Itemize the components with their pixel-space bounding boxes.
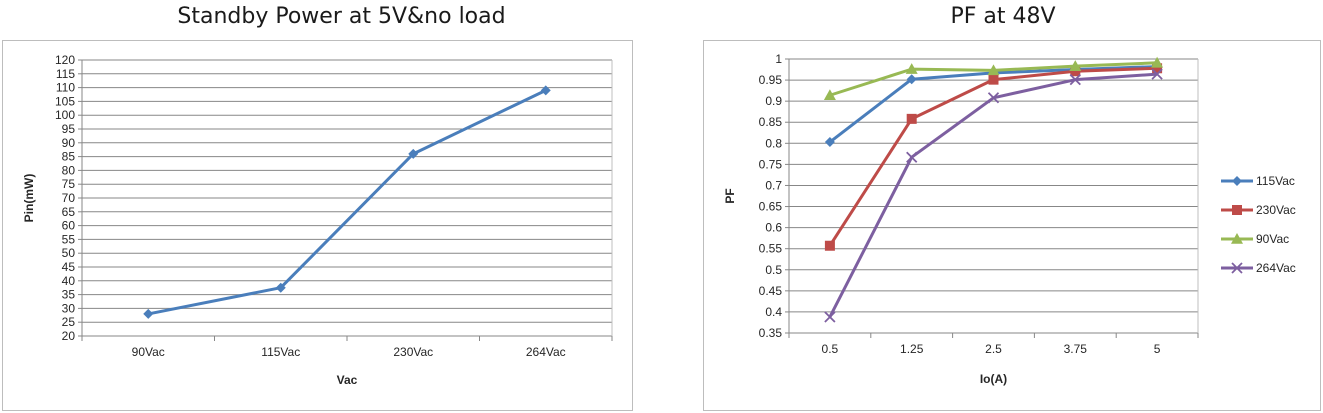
x-tick-label: 115Vac <box>261 345 300 359</box>
x-tick-label: 3.75 <box>1064 342 1088 356</box>
x-tick-label: 0.5 <box>822 342 839 356</box>
marker-stroke <box>1151 68 1163 80</box>
y-tick-label: 0.45 <box>759 284 783 298</box>
y-tick-label: 40 <box>62 274 76 288</box>
y-tick-label: 0.4 <box>765 305 782 319</box>
marker-stroke <box>987 92 1000 104</box>
legend-marker <box>1231 233 1243 244</box>
y-tick-label: 65 <box>62 205 76 219</box>
y-tick-label: 100 <box>55 108 75 122</box>
legend-label: 115Vac <box>1256 174 1295 188</box>
standby-series-line <box>147 89 547 316</box>
pf-data-point-230Vac <box>1152 63 1163 74</box>
y-axis-title: Pin(mW) <box>22 174 36 223</box>
pf-series-line-264Vac <box>828 72 1158 318</box>
y-tick-label: 0.65 <box>759 200 783 214</box>
pf-data-point-264Vac <box>1069 74 1081 86</box>
pf-data-point-230Vac <box>906 113 917 124</box>
y-tick-label: 0.85 <box>759 115 783 129</box>
pf-data-point-230Vac <box>1070 66 1081 77</box>
pf-data-point-264Vac <box>906 151 918 163</box>
pf-data-point-115Vac <box>824 137 835 148</box>
legend-label: 90Vac <box>1256 232 1289 246</box>
x-axis-title: Vac <box>337 373 358 387</box>
legend-marker <box>1232 176 1242 186</box>
x-tick-label: 264Vac <box>526 345 566 359</box>
legend-label: 264Vac <box>1256 261 1296 275</box>
y-tick-label: 35 <box>62 288 76 302</box>
y-tick-label: 110 <box>56 81 75 95</box>
pf-chart: 0.35 0.4 0.45 0.5 0.55 0.6 0.65 0.7 0.75 0.8 0.85 0… <box>703 40 1321 411</box>
y-tick-label: 30 <box>62 301 76 315</box>
y-tick-label: 115 <box>56 67 75 81</box>
y-tick-label: 95 <box>62 122 76 136</box>
pf-data-point-90Vac <box>987 64 1000 76</box>
marker-stroke <box>1231 262 1243 274</box>
y-tick-label: 70 <box>62 191 76 205</box>
pf-plot: 0.350.40.450.50.550.60.650.70.750.80.850… <box>723 52 1296 386</box>
standby-data-point <box>540 85 551 96</box>
standby-power-plot: 2025303540455055606570758085909510010511… <box>22 53 613 387</box>
x-axis-title: Io(A) <box>980 372 1007 386</box>
y-tick-label: 0.6 <box>765 221 782 235</box>
chart-title-standby: Standby Power at 5V&no load <box>177 4 506 29</box>
x-tick-label: 230Vac <box>393 345 433 359</box>
y-tick-label: 0.35 <box>759 326 783 340</box>
pf-data-point-230Vac <box>824 240 835 251</box>
x-tick-label: 1.25 <box>900 342 924 356</box>
y-tick-label: 85 <box>62 150 76 164</box>
x-tick-label: 2.5 <box>985 342 1002 356</box>
pf-data-point-115Vac <box>906 74 917 85</box>
y-tick-label: 90 <box>62 136 76 150</box>
chart-title-pf: PF at 48V <box>950 4 1056 29</box>
y-tick-label: 0.5 <box>765 263 782 277</box>
y-tick-label: 25 <box>62 315 76 329</box>
y-tick-label: 45 <box>62 260 76 274</box>
x-tick-label: 90Vac <box>132 345 165 359</box>
pf-data-point-264Vac <box>1151 68 1163 80</box>
y-axis-title: PF <box>723 188 737 203</box>
y-tick-label: 1 <box>775 52 782 66</box>
standby-data-point <box>275 282 286 293</box>
pf-data-point-90Vac <box>1151 56 1164 68</box>
x-tick-label: 5 <box>1154 342 1161 356</box>
y-tick-label: 0.8 <box>765 136 782 150</box>
standby-data-point <box>143 308 154 319</box>
pf-data-point-90Vac <box>823 89 836 101</box>
y-tick-label: 0.7 <box>765 178 782 192</box>
pf-data-point-90Vac <box>905 63 918 74</box>
standby-data-point <box>408 148 419 159</box>
pf-data-point-90Vac <box>1069 60 1082 71</box>
pf-data-point-264Vac <box>987 92 1000 104</box>
y-tick-label: 0.9 <box>765 94 782 108</box>
marker-stroke <box>906 151 918 163</box>
pf-data-point-264Vac <box>824 311 836 323</box>
y-tick-label: 0.55 <box>759 242 783 256</box>
y-tick-label: 0.75 <box>759 157 783 171</box>
y-tick-label: 0.95 <box>759 73 783 87</box>
legend-label: 230Vac <box>1256 203 1296 217</box>
pf-data-point-230Vac <box>988 74 999 85</box>
legend-marker <box>1232 205 1242 215</box>
y-tick-label: 80 <box>62 163 76 177</box>
legend-item-264Vac: 264Vac <box>1221 261 1296 275</box>
legend-item-115Vac: 115Vac <box>1221 174 1295 188</box>
legend-item-230Vac: 230Vac <box>1221 203 1296 217</box>
legend-item-90Vac: 90Vac <box>1221 232 1289 246</box>
marker-stroke <box>1069 74 1081 86</box>
y-tick-label: 120 <box>55 53 75 67</box>
y-tick-label: 105 <box>55 94 75 108</box>
y-tick-label: 55 <box>62 232 76 246</box>
y-tick-label: 50 <box>62 246 76 260</box>
y-tick-label: 20 <box>62 329 76 343</box>
y-tick-label: 75 <box>62 177 76 191</box>
y-tick-label: 60 <box>62 219 76 233</box>
marker-stroke <box>824 311 836 323</box>
standby-power-chart: 20 25 30 35 40 45 50 55 60 65 70 75 80 85 90 95 100 105 11… <box>2 40 633 411</box>
legend-marker <box>1231 262 1243 274</box>
